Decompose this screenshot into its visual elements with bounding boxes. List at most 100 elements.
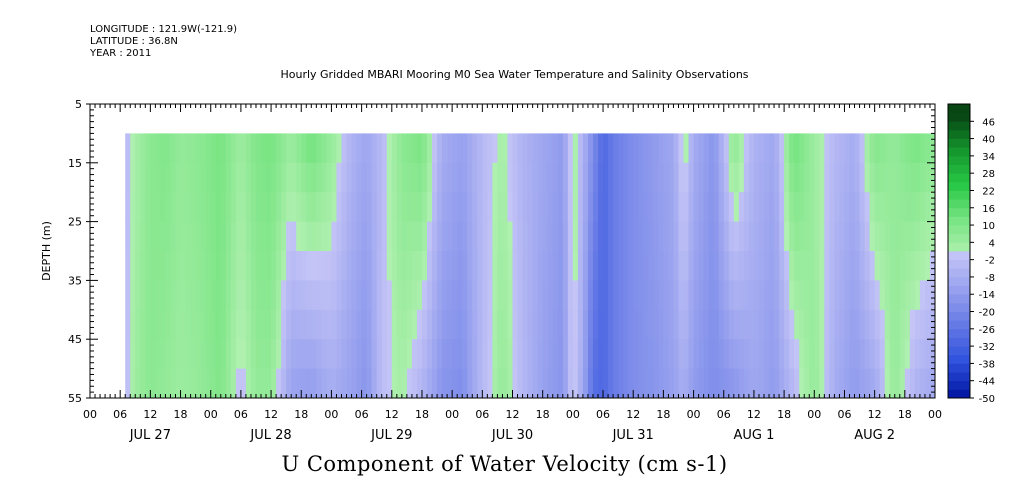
- heatmap-cell: [341, 192, 348, 223]
- heatmap-cell: [894, 368, 901, 398]
- heatmap-cell: [371, 221, 378, 252]
- heatmap-cell: [532, 133, 539, 164]
- heatmap-cell: [552, 309, 559, 340]
- heatmap-cell: [497, 251, 504, 281]
- heatmap-cell: [150, 309, 156, 340]
- heatmap-cell: [763, 339, 770, 370]
- heatmap-cell: [401, 251, 408, 281]
- heatmap-cell: [215, 368, 222, 398]
- x-tick-label: 18: [536, 408, 550, 421]
- heatmap-cell: [281, 221, 287, 252]
- heatmap-cell: [261, 280, 267, 311]
- heatmap-cell: [215, 280, 222, 311]
- heatmap-cell: [784, 133, 790, 164]
- heatmap-cell: [618, 133, 624, 164]
- heatmap-cell: [537, 133, 544, 164]
- heatmap-cell: [628, 280, 634, 311]
- heatmap-cell: [728, 280, 735, 311]
- heatmap-cell: [130, 339, 136, 370]
- heatmap-cell: [482, 221, 488, 252]
- heatmap-cell: [753, 280, 760, 311]
- heatmap-cell: [140, 368, 146, 398]
- heatmap-cell: [170, 339, 177, 370]
- heatmap-cell: [537, 368, 544, 398]
- x-tick-label: 00: [445, 408, 459, 421]
- heatmap-cell: [316, 368, 322, 398]
- heatmap-cell: [909, 339, 916, 370]
- heatmap-cell: [794, 339, 800, 370]
- heatmap-cell: [859, 162, 866, 193]
- heatmap-cell: [266, 221, 272, 252]
- heatmap-cell: [125, 192, 131, 223]
- heatmap-cell: [225, 368, 232, 398]
- heatmap-cell: [738, 162, 745, 193]
- heatmap-cell: [276, 251, 282, 281]
- heatmap-cell: [522, 339, 529, 370]
- heatmap-cell: [869, 368, 876, 398]
- heatmap-cell: [220, 192, 227, 223]
- heatmap-cell: [125, 133, 131, 164]
- heatmap-cell: [366, 339, 373, 370]
- heatmap-cell: [753, 368, 760, 398]
- heatmap-cell: [502, 309, 509, 340]
- heatmap-cell: [235, 162, 242, 193]
- heatmap-cell: [472, 162, 478, 193]
- heatmap-cell: [628, 339, 634, 370]
- heatmap-cell: [296, 309, 302, 340]
- heatmap-cell: [582, 368, 589, 398]
- heatmap-cell: [316, 192, 322, 223]
- colorbar-swatch: [948, 207, 970, 217]
- heatmap-cell: [386, 280, 393, 311]
- heatmap-cell: [522, 221, 529, 252]
- heatmap-cell: [638, 251, 644, 281]
- heatmap-cell: [391, 251, 398, 281]
- heatmap-cell: [366, 251, 373, 281]
- heatmap-cell: [567, 251, 574, 281]
- heatmap-cell: [834, 192, 841, 223]
- heatmap-cell: [738, 280, 745, 311]
- heatmap-cell: [472, 280, 478, 311]
- heatmap-cell: [452, 309, 458, 340]
- colorbar-label: 40: [982, 135, 995, 146]
- heatmap-cell: [693, 192, 700, 223]
- heatmap-cell: [125, 162, 131, 193]
- heatmap-cell: [447, 309, 453, 340]
- heatmap-cell: [763, 309, 770, 340]
- heatmap-cell: [301, 133, 307, 164]
- heatmap-cell: [331, 133, 338, 164]
- heatmap-cell: [623, 133, 629, 164]
- heatmap-cell: [341, 309, 348, 340]
- heatmap-cell: [794, 280, 800, 311]
- heatmap-cell: [301, 192, 307, 223]
- heatmap-cell: [266, 133, 272, 164]
- heatmap-cell: [522, 309, 529, 340]
- heatmap-cell: [356, 133, 363, 164]
- heatmap-cell: [542, 133, 549, 164]
- heatmap-cell: [145, 133, 151, 164]
- heatmap-cell: [909, 368, 916, 398]
- heatmap-cell: [175, 162, 182, 193]
- heatmap-cell: [190, 133, 197, 164]
- x-tick-label: 06: [717, 408, 731, 421]
- heatmap-cell: [562, 162, 569, 193]
- heatmap-cell: [618, 309, 624, 340]
- heatmap-cell: [411, 280, 418, 311]
- heatmap-cell: [884, 162, 891, 193]
- heatmap-cell: [693, 251, 700, 281]
- heatmap-cell: [396, 192, 403, 223]
- heatmap-cell: [577, 133, 584, 164]
- heatmap-cell: [894, 309, 901, 340]
- heatmap-cell: [336, 339, 343, 370]
- heatmap-cell: [391, 368, 398, 398]
- heatmap-cell: [582, 280, 589, 311]
- heatmap-cell: [603, 309, 609, 340]
- x-tick-label: 12: [143, 408, 157, 421]
- heatmap-cell: [794, 368, 800, 398]
- heatmap-cell: [185, 339, 192, 370]
- heatmap-cell: [135, 309, 141, 340]
- heatmap-cell: [914, 368, 921, 398]
- heatmap-cell: [135, 280, 141, 311]
- heatmap-cell: [779, 221, 785, 252]
- heatmap-cell: [185, 309, 192, 340]
- heatmap-cell: [567, 162, 574, 193]
